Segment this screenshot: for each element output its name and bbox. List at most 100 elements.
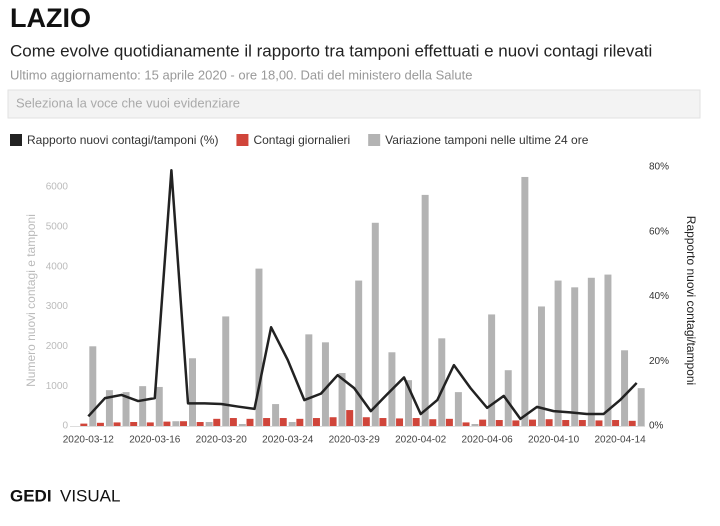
bar (545, 419, 553, 426)
bar (172, 421, 180, 426)
legend-swatch (236, 134, 249, 146)
bar (362, 417, 370, 426)
legend-label: Variazione tamponi nelle ultime 24 ore (385, 133, 589, 147)
bar (255, 268, 263, 426)
y2-tick-label: 60% (649, 226, 669, 237)
bar (246, 418, 254, 426)
bar (155, 386, 163, 426)
bar (146, 422, 154, 426)
bar (371, 222, 379, 426)
x-tick-label: 2020-03-12 (63, 435, 115, 446)
update-note: Ultimo aggiornamento: 15 aprile 2020 - o… (10, 67, 472, 82)
bar (105, 390, 113, 426)
bar (479, 419, 487, 426)
y2-tick-label: 40% (649, 291, 669, 302)
bar (312, 418, 320, 426)
bar (163, 421, 171, 426)
bar (612, 420, 620, 426)
x-tick-label: 2020-04-02 (395, 435, 447, 446)
bar (578, 420, 586, 426)
y2-tick-label: 80% (649, 162, 669, 173)
bar (554, 280, 562, 426)
x-tick-label: 2020-04-10 (528, 435, 580, 446)
bar (429, 419, 437, 426)
select-placeholder: Seleziona la voce che vuoi evidenziare (16, 95, 240, 110)
bar (637, 388, 645, 426)
y2-tick-label: 0% (649, 421, 664, 432)
legend-label: Contagi giornalieri (253, 133, 350, 147)
bar (196, 422, 204, 426)
legend-swatch (10, 134, 22, 146)
y-tick-label: 5000 (46, 221, 69, 232)
x-tick-label: 2020-04-14 (594, 435, 646, 446)
bar (89, 346, 97, 426)
bar (346, 410, 354, 426)
bar (305, 334, 313, 426)
legend-label: Rapporto nuovi contagi/tamponi (%) (27, 133, 218, 147)
bar (504, 370, 512, 426)
x-tick-label: 2020-03-20 (196, 435, 248, 446)
bar (80, 423, 88, 426)
y-tick-label: 4000 (46, 261, 69, 272)
bar (571, 287, 579, 426)
bar (279, 418, 287, 426)
y2-axis-label: Rapporto nuovi contagi/tamponi (684, 216, 698, 385)
y2-tick-label: 20% (649, 356, 669, 367)
bar (445, 418, 453, 426)
bar (338, 373, 346, 426)
bar (587, 277, 595, 426)
bar (396, 418, 404, 426)
subtitle: Come evolve quotidianamente il rapporto … (10, 41, 652, 60)
bar (621, 350, 629, 426)
bar (438, 338, 446, 426)
bar (263, 418, 271, 426)
bar (222, 316, 230, 426)
x-tick-label: 2020-03-24 (262, 435, 314, 446)
bar (521, 176, 529, 426)
bar (454, 392, 462, 426)
x-tick-label: 2020-03-16 (129, 435, 181, 446)
legend-swatch (368, 134, 381, 146)
bar (329, 417, 337, 426)
brand: VISUAL (60, 486, 120, 505)
bar (229, 418, 237, 426)
bar (130, 422, 138, 426)
bar (122, 392, 130, 426)
bar (113, 422, 121, 426)
bar (529, 419, 536, 426)
bar (355, 280, 363, 426)
bar (96, 422, 104, 426)
bar (272, 404, 280, 426)
bar (562, 420, 570, 426)
y-tick-label: 3000 (46, 301, 69, 312)
bar (495, 420, 503, 426)
bar (321, 342, 329, 426)
bar (288, 422, 296, 426)
brand-bold: GEDI (10, 486, 52, 505)
line (87, 168, 638, 421)
bar (379, 418, 387, 426)
bar (462, 422, 470, 426)
title: LAZIO (10, 3, 91, 33)
bar (595, 420, 603, 426)
bar (180, 421, 188, 426)
select-box[interactable] (7, 89, 701, 119)
bar (537, 306, 545, 426)
bar (405, 380, 413, 426)
bar (213, 418, 221, 426)
bar (412, 418, 420, 426)
y-tick-label: 0 (62, 421, 68, 432)
bar (205, 422, 213, 426)
bar (488, 314, 496, 426)
bar (139, 386, 147, 426)
y-tick-label: 6000 (46, 182, 69, 193)
bar (296, 418, 304, 426)
bar (421, 194, 429, 426)
bar (512, 420, 520, 426)
bar (189, 358, 196, 426)
bar (238, 424, 246, 426)
y-tick-label: 1000 (46, 381, 69, 392)
x-tick-label: 2020-03-29 (329, 435, 381, 446)
